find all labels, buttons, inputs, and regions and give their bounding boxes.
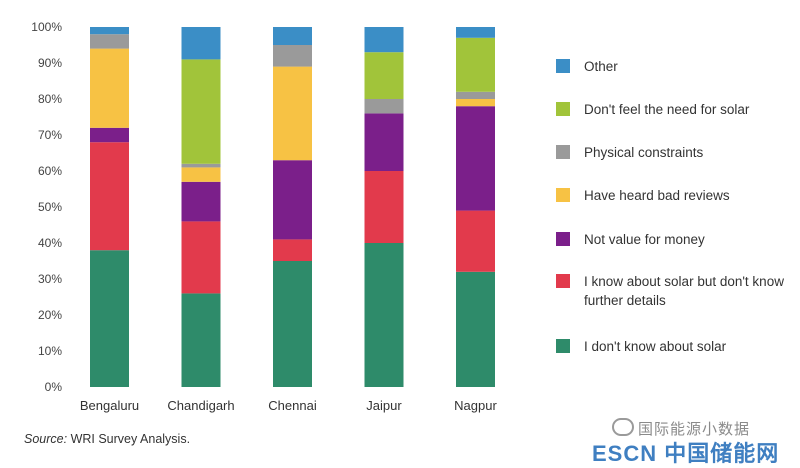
bar-segment [90, 48, 129, 128]
bar-segment [273, 261, 312, 387]
bar-segment [90, 34, 129, 49]
y-tick-label: 100% [31, 20, 62, 34]
bar-segment [456, 99, 495, 107]
bar-segment [456, 210, 495, 272]
legend-swatch [556, 274, 570, 288]
legend-item: Have heard bad reviews [556, 186, 794, 205]
bar-segment [364, 99, 404, 114]
source-text: WRI Survey Analysis. [67, 432, 191, 446]
y-tick-label: 60% [38, 164, 62, 178]
watermark-top: 国际能源小数据 [612, 418, 750, 439]
y-tick-label: 50% [38, 200, 62, 214]
source-note: Source: WRI Survey Analysis. [24, 432, 190, 446]
legend-item: Don't feel the need for solar [556, 100, 794, 119]
bar-segment [273, 160, 312, 240]
y-tick-label: 70% [38, 128, 62, 142]
bar-segment [181, 167, 221, 182]
bar-segment [364, 52, 404, 99]
x-tick-label: Nagpur [454, 398, 497, 413]
x-tick-label: Chennai [268, 398, 317, 413]
legend-label: Physical constraints [584, 145, 704, 160]
legend-item: Physical constraints [556, 143, 794, 162]
watermark-top-text: 国际能源小数据 [638, 421, 751, 438]
bar-segment [273, 45, 312, 67]
bar-segment [90, 250, 129, 387]
bar-segment [456, 106, 495, 211]
legend-swatch [556, 145, 570, 159]
y-tick-label: 80% [38, 92, 62, 106]
bar-segment [181, 221, 221, 294]
y-tick-label: 40% [38, 236, 62, 250]
legend-swatch [556, 59, 570, 73]
y-tick-label: 0% [45, 380, 63, 394]
bar-segment [181, 27, 221, 60]
bar-segment [364, 171, 404, 243]
bar-segment [456, 91, 495, 99]
legend-label: Don't feel the need for solar [584, 102, 750, 117]
bar-segment [181, 293, 221, 387]
bars [90, 27, 495, 387]
legend-item: Not value for money [556, 230, 794, 249]
legend-label: Not value for money [584, 232, 705, 247]
legend-swatch [556, 232, 570, 246]
legend-swatch [556, 188, 570, 202]
bar-segment [456, 271, 495, 387]
x-tick-label: Jaipur [366, 398, 402, 413]
y-axis: 0% 10% 20% 30% 40% 50% 60% 70% 80% 90% 100% [31, 20, 62, 394]
bar-segment [181, 181, 221, 222]
bar-segment [181, 59, 221, 164]
bar-segment [456, 27, 495, 38]
source-key: Source: [24, 432, 68, 446]
y-tick-label: 10% [38, 344, 62, 358]
wechat-icon [612, 418, 634, 436]
bar-segment [90, 127, 129, 143]
legend-swatch [556, 102, 570, 116]
legend-label: I know about solar but don't know furthe… [584, 274, 784, 308]
y-tick-label: 30% [38, 272, 62, 286]
x-tick-label: Chandigarh [167, 398, 234, 413]
bar-segment [273, 66, 312, 161]
legend-label: I don't know about solar [584, 339, 727, 354]
legend-label: Other [584, 59, 618, 74]
y-tick-label: 20% [38, 308, 62, 322]
legend-item: Other [556, 57, 794, 76]
bar-segment [273, 27, 312, 45]
bar-segment [90, 142, 129, 251]
x-tick-label: Bengaluru [80, 398, 139, 413]
legend-swatch [556, 339, 570, 353]
bar-segment [181, 163, 221, 168]
legend-item: I know about solar but don't know furthe… [556, 272, 794, 310]
bar-segment [90, 27, 129, 35]
legend-label: Have heard bad reviews [584, 188, 730, 203]
legend-item: I don't know about solar [556, 337, 794, 356]
bar-segment [364, 27, 404, 53]
bar-segment [273, 239, 312, 261]
bar-segment [364, 243, 404, 387]
x-axis: Bengaluru Chandigarh Chennai Jaipur Nagpur [80, 398, 498, 413]
y-tick-label: 90% [38, 56, 62, 70]
watermark-logo: ESCN 中国储能网 [592, 441, 780, 466]
bar-segment [456, 37, 495, 92]
bar-segment [364, 113, 404, 171]
